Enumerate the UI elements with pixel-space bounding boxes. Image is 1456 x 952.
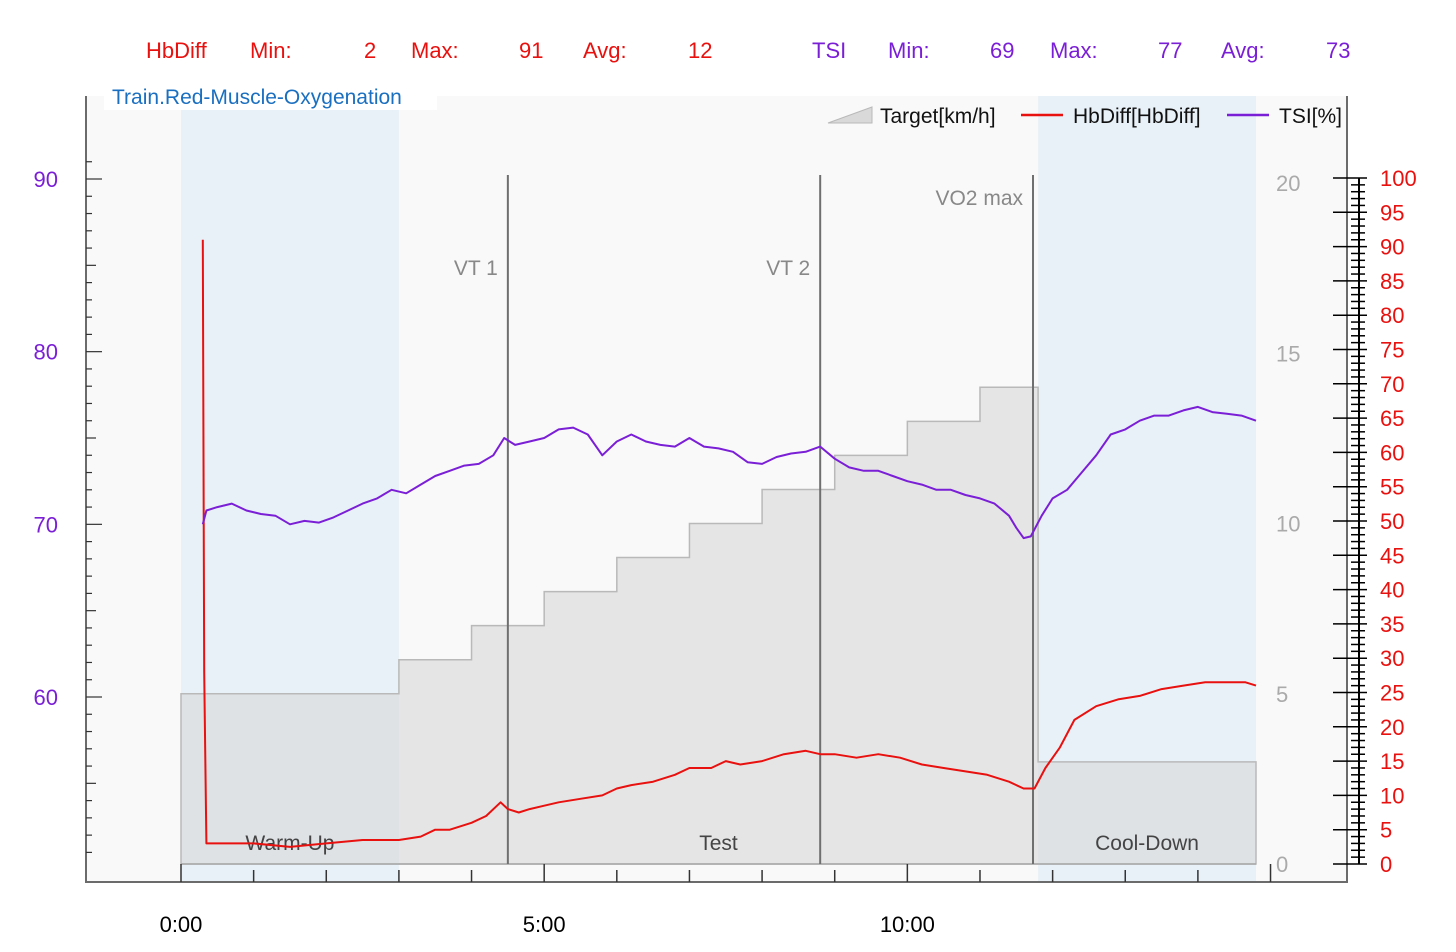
tsi-avg-label: Avg: [1221,38,1265,63]
hbdiff-min-label: Min: [250,38,292,63]
tsi-tick-label-70: 70 [34,512,58,537]
hbdiff-tick-label-80: 80 [1380,303,1404,328]
hbdiff-avg-value: 12 [688,38,713,63]
chart-title-group: Train.Red-Muscle-Oxygenation [104,84,437,110]
tsi-tick-label-60: 60 [34,685,58,710]
target-tick-label-0: 0 [1276,852,1288,877]
hbdiff-tick-label-15: 15 [1380,749,1404,774]
legend-label-2: TSI[%] [1279,105,1342,128]
target-tick-label-5: 5 [1276,682,1288,707]
hbdiff-stats-label: HbDiff [146,38,207,63]
chart-title: Train.Red-Muscle-Oxygenation [112,86,402,109]
hbdiff-tick-label-100: 100 [1380,166,1417,191]
hbdiff-tick-label-35: 35 [1380,612,1404,637]
phase-label-1: Test [699,832,738,855]
hbdiff-tick-label-40: 40 [1380,578,1404,603]
legend-label-1: HbDiff[HbDiff] [1073,105,1201,128]
legend-swatch-0 [827,106,873,124]
target-tick-label-15: 15 [1276,341,1300,366]
hbdiff-tick-label-50: 50 [1380,509,1404,534]
target-area [180,386,1257,865]
hbdiff-tick-label-0: 0 [1380,852,1392,877]
target-tick-label-20: 20 [1276,171,1300,196]
tsi-max-value: 77 [1158,38,1183,63]
threshold-markers: VT 1 VT 2 VO2 max [454,175,1035,864]
hbdiff-tick-label-10: 10 [1380,783,1404,808]
tsi-avg-value: 73 [1326,38,1351,63]
x-tick-label-2: 10:00 [880,912,935,937]
target-tick-label-10: 10 [1276,512,1300,537]
legend: Target[km/h] HbDiff[HbDiff] TSI[%] [827,105,1342,128]
marker-label-1: VT 2 [766,257,810,280]
hbdiff-tick-label-70: 70 [1380,372,1404,397]
hbdiff-max-value: 91 [519,38,544,63]
hbdiff-avg-label: Avg: [583,38,627,63]
plot-frame [85,96,1348,883]
hbdiff-max-label: Max: [411,38,459,63]
legend-label-0: Target[km/h] [880,105,996,128]
hbdiff-tick-label-55: 55 [1380,475,1404,500]
hbdiff-tick-label-20: 20 [1380,715,1404,740]
tsi-stats-label: TSI [812,38,847,63]
tsi-min-label: Min: [888,38,930,63]
target-step-area [180,386,1257,865]
series-line-hbdiff [201,239,1257,848]
series-line-tsi [201,405,1257,540]
chart-title-bg [104,84,437,110]
tsi-max-label: Max: [1050,38,1098,63]
hbdiff-tick-label-65: 65 [1380,406,1404,431]
hbdiff-tick-label-95: 95 [1380,200,1404,225]
phase-label-2: Cool-Down [1095,832,1199,855]
phase-band-2 [1038,96,1256,882]
x-tick-label-1: 5:00 [523,912,566,937]
marker-label-0: VT 1 [454,257,498,280]
hbdiff-tick-label-85: 85 [1380,269,1404,294]
tsi-tick-label-80: 80 [34,340,58,365]
x-tick-label-0: 0:00 [160,912,203,937]
hbdiff-tick-label-90: 90 [1380,235,1404,260]
hbdiff-tick-label-30: 30 [1380,646,1404,671]
hbdiff-min-value: 2 [364,38,377,63]
series-lines [201,239,1257,848]
tsi-tick-label-90: 90 [34,167,58,192]
phase-label-0: Warm-Up [245,832,334,855]
hbdiff-tick-label-60: 60 [1380,440,1404,465]
hbdiff-tick-label-25: 25 [1380,681,1404,706]
hbdiff-tick-label-75: 75 [1380,338,1404,363]
marker-label-2: VO2 max [935,187,1023,210]
hbdiff-tick-label-5: 5 [1380,818,1392,843]
hbdiff-tick-label-45: 45 [1380,543,1404,568]
axes: 60 70 80 90 0 5 10 15 20 0 5 10 15 20 25 30 35 40 45 50 55 60… [34,96,1417,937]
tsi-min-value: 69 [990,38,1015,63]
phase-labels: Warm-Up Test Cool-Down [245,832,1199,855]
